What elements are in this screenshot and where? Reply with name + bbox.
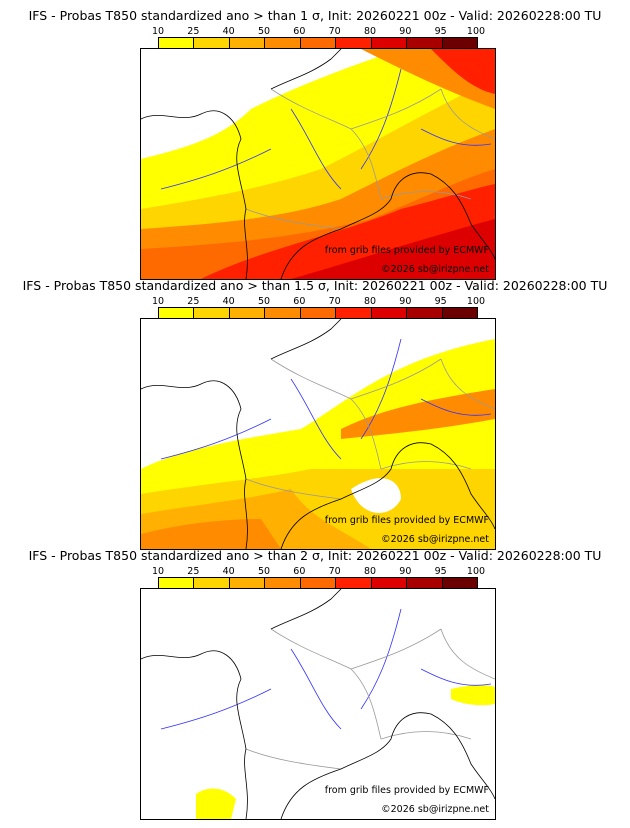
probability-map: from grib files provided by ECMWF ©2026 s…	[140, 48, 496, 280]
probability-zone	[291, 219, 495, 279]
colorbar-swatch	[336, 578, 372, 588]
colorbar-tick-label: 95	[434, 26, 447, 37]
colorbar-tick-label: 25	[187, 296, 200, 307]
colorbar-tick-label: 25	[187, 566, 200, 577]
probability-map: from grib files provided by ECMWF ©2026 s…	[140, 588, 496, 820]
coastline	[141, 319, 495, 549]
colorbar-swatch	[265, 578, 301, 588]
colorbar-tick-label: 10	[151, 26, 165, 37]
probability-zone	[341, 389, 495, 439]
colorbar-tick-label: 40	[222, 296, 235, 307]
colorbar-tick-label: 10	[151, 566, 165, 577]
colorbar-swatch	[442, 38, 477, 48]
colorbar-swatch	[265, 38, 301, 48]
colorbar-swatch	[300, 308, 337, 318]
colorbar-tick-label: 60	[293, 566, 306, 577]
colorbar-swatch	[336, 38, 372, 48]
colorbar-swatch	[300, 578, 337, 588]
colorbar-swatch	[194, 578, 230, 588]
colorbar-tick-label: 80	[363, 566, 377, 577]
colorbar-tick-label: 25	[187, 26, 200, 37]
colorbar-swatch	[371, 308, 408, 318]
colorbar-tick-label: 10	[151, 296, 165, 307]
colorbar-tick-label: 50	[257, 566, 271, 577]
colorbar-ticks: 10 25 40 50 60 70 80 90 95 100	[152, 296, 485, 307]
colorbar-tick-label: 70	[328, 26, 341, 37]
colorbar-tick-label: 80	[363, 26, 377, 37]
source-credit: from grib files provided by ECMWF	[324, 785, 489, 796]
colorbar-swatch	[442, 308, 477, 318]
colorbar	[158, 577, 478, 589]
source-credit: from grib files provided by ECMWF	[324, 515, 489, 526]
probability-zone	[196, 788, 236, 819]
copyright-credit: ©2026 sb@irizpne.net	[381, 804, 489, 815]
colorbar-swatch	[229, 308, 266, 318]
colorbar-tick-label: 95	[434, 296, 447, 307]
probability-zone	[451, 684, 495, 706]
colorbar-swatch	[265, 308, 301, 318]
river-lines	[160, 68, 492, 190]
colorbar-tick-label: 50	[257, 296, 271, 307]
panel-title: IFS - Probas T850 standardized ano > tha…	[22, 278, 608, 293]
coastline	[141, 49, 495, 279]
colorbar-swatch	[442, 578, 477, 588]
probability-zone	[351, 478, 401, 513]
colorbar-tick-label: 40	[222, 566, 235, 577]
colorbar-swatch	[300, 38, 337, 48]
colorbar-tick-label: 60	[293, 296, 306, 307]
panel-title: IFS - Probas T850 standardized ano > tha…	[28, 8, 602, 23]
colorbar-swatch	[229, 38, 266, 48]
border-lines	[245, 88, 495, 230]
panel-title: IFS - Probas T850 standardized ano > tha…	[28, 548, 602, 563]
colorbar-ticks: 10 25 40 50 60 70 80 90 95 100	[152, 26, 485, 37]
source-credit: from grib files provided by ECMWF	[324, 245, 489, 256]
map-canvas	[141, 589, 495, 819]
colorbar-swatch	[159, 578, 195, 588]
colorbar-tick-label: 40	[222, 26, 235, 37]
colorbar-tick-label: 100	[466, 296, 486, 307]
colorbar-swatch	[159, 308, 195, 318]
colorbar-tick-label: 50	[257, 26, 271, 37]
colorbar-tick-label: 70	[328, 566, 341, 577]
border-lines	[245, 628, 495, 770]
colorbar-tick-label: 95	[434, 566, 447, 577]
copyright-credit: ©2026 sb@irizpne.net	[381, 534, 489, 545]
colorbar-swatch	[371, 578, 408, 588]
colorbar-swatch	[194, 38, 230, 48]
colorbar-swatch	[407, 578, 443, 588]
colorbar-tick-label: 60	[293, 26, 306, 37]
colorbar-tick-label: 90	[399, 26, 412, 37]
colorbar-swatch	[336, 308, 372, 318]
colorbar-tick-label: 100	[466, 566, 486, 577]
map-canvas	[141, 319, 495, 549]
colorbar-swatch	[229, 578, 266, 588]
colorbar-ticks: 10 25 40 50 60 70 80 90 95 100	[152, 566, 485, 577]
colorbar-swatch	[194, 308, 230, 318]
probability-zone	[141, 519, 281, 549]
river-lines	[160, 338, 492, 460]
colorbar-swatch	[371, 38, 408, 48]
colorbar-swatch	[159, 38, 195, 48]
probability-map: from grib files provided by ECMWF ©2026 s…	[140, 318, 496, 550]
coastline	[141, 589, 495, 819]
colorbar-swatch	[407, 38, 443, 48]
colorbar-tick-label: 70	[328, 296, 341, 307]
colorbar-tick-label: 80	[363, 296, 377, 307]
border-lines	[245, 358, 495, 500]
colorbar-tick-label: 90	[399, 296, 412, 307]
colorbar-swatch	[407, 308, 443, 318]
probability-zone	[431, 49, 495, 94]
colorbar-tick-label: 90	[399, 566, 412, 577]
map-canvas	[141, 49, 495, 279]
copyright-credit: ©2026 sb@irizpne.net	[381, 264, 489, 275]
colorbar-tick-label: 100	[466, 26, 486, 37]
river-lines	[160, 608, 492, 730]
